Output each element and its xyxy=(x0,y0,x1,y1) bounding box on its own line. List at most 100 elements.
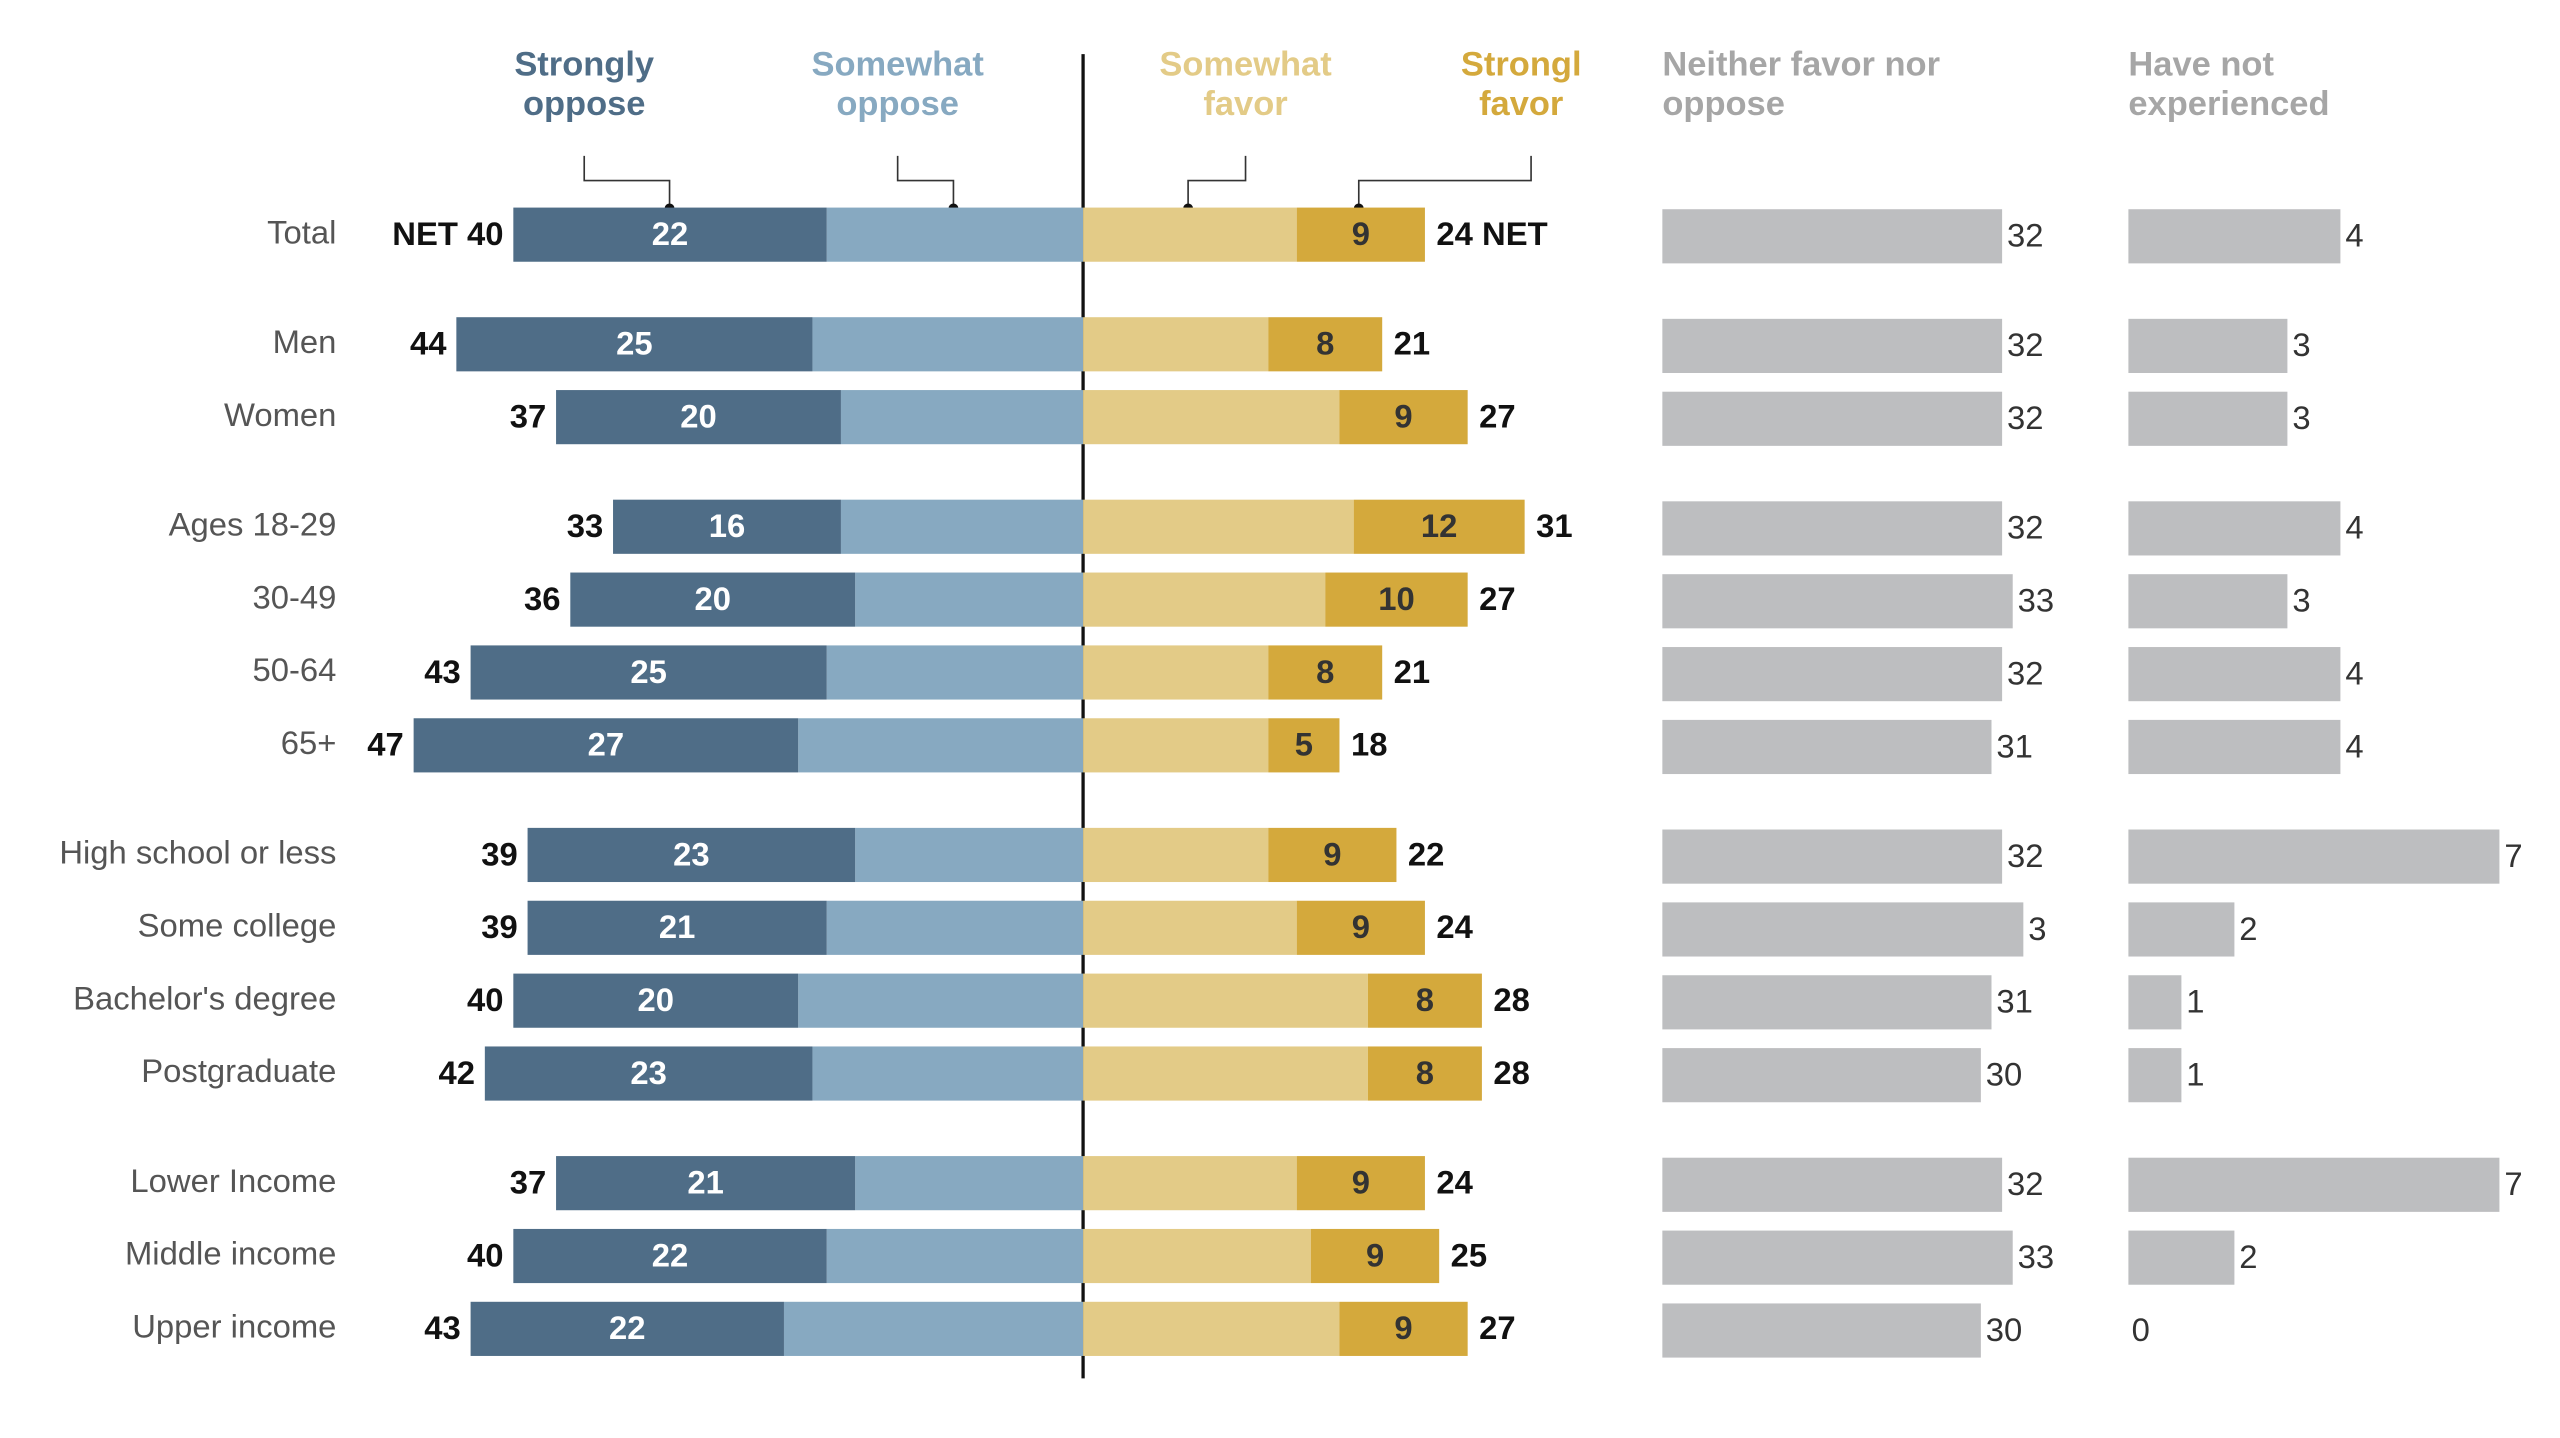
bar-strongly-oppose xyxy=(513,973,799,1028)
legend-label: Have not experienced xyxy=(2128,45,2330,124)
category-label: 65+ xyxy=(281,724,337,761)
value-label: 30 xyxy=(1986,1055,2022,1092)
value-label: 23 xyxy=(630,1054,666,1091)
net-label: 37 xyxy=(510,397,546,434)
bar-have-not xyxy=(2128,391,2288,446)
bar-somewhat-favor xyxy=(1083,645,1269,700)
value-label: 9 xyxy=(1394,1309,1412,1346)
bar-neither xyxy=(1662,902,2024,957)
value-label: 9 xyxy=(1323,835,1341,872)
bar-somewhat-oppose xyxy=(826,207,1084,262)
value-label: 4 xyxy=(2345,727,2363,764)
leader-line xyxy=(896,155,955,209)
bar-strongly-oppose xyxy=(513,1228,827,1284)
bar-somewhat-favor xyxy=(1083,1301,1340,1356)
legend-label: Somewhat favor xyxy=(1159,45,1332,124)
net-label: 27 xyxy=(1479,580,1515,617)
bar-strongly-oppose xyxy=(456,317,813,372)
value-label: 2 xyxy=(2239,1238,2257,1275)
value-label: 21 xyxy=(687,1163,723,1200)
value-label: 8 xyxy=(1416,1054,1434,1091)
net-label: 21 xyxy=(1394,653,1430,690)
net-label: 43 xyxy=(424,1309,460,1346)
bar-somewhat-favor xyxy=(1083,572,1326,627)
value-label: 10 xyxy=(1378,580,1414,617)
net-label: 36 xyxy=(524,580,560,617)
net-label: 25 xyxy=(1451,1236,1487,1273)
bar-have-not xyxy=(2128,829,2500,884)
bar-strongly-oppose xyxy=(513,207,827,262)
value-label: 21 xyxy=(659,908,695,945)
bar-have-not xyxy=(2128,318,2288,373)
value-label: 31 xyxy=(1996,983,2032,1020)
net-label: 31 xyxy=(1536,507,1572,544)
net-label: 47 xyxy=(367,726,403,763)
bar-strongly-favor xyxy=(1268,718,1340,773)
value-label: 32 xyxy=(2007,399,2043,436)
category-label: Postgraduate xyxy=(141,1052,336,1089)
bar-somewhat-favor xyxy=(1083,1228,1311,1284)
net-label: 24 NET xyxy=(1436,215,1547,252)
net-label: 42 xyxy=(439,1054,475,1091)
bar-neither xyxy=(1662,719,1992,775)
bar-have-not xyxy=(2128,574,2288,629)
bar-strongly-oppose xyxy=(613,499,841,554)
bar-have-not xyxy=(2128,209,2341,264)
value-label: 9 xyxy=(1394,397,1412,434)
bar-somewhat-favor xyxy=(1083,973,1368,1028)
value-label: 7 xyxy=(2504,837,2522,874)
bar-somewhat-oppose xyxy=(855,1156,1084,1211)
net-label: NET 40 xyxy=(392,215,503,252)
category-label: Upper income xyxy=(132,1308,336,1345)
value-label: 8 xyxy=(1316,325,1334,362)
bar-somewhat-oppose xyxy=(826,645,1084,700)
bar-somewhat-favor xyxy=(1083,718,1269,773)
bar-strongly-oppose xyxy=(527,827,856,883)
legend-entry: Have not experienced xyxy=(2128,45,2330,124)
bar-somewhat-favor xyxy=(1083,317,1269,372)
value-label: 32 xyxy=(2007,217,2043,254)
category-label: 50-64 xyxy=(253,651,337,688)
value-label: 27 xyxy=(588,726,624,763)
value-label: 32 xyxy=(2007,509,2043,546)
bar-neither xyxy=(1662,501,2003,556)
bar-somewhat-oppose xyxy=(855,572,1084,627)
value-label: 4 xyxy=(2345,654,2363,691)
net-label: 22 xyxy=(1408,835,1444,872)
bar-strongly-favor xyxy=(1268,645,1383,700)
net-label: 27 xyxy=(1479,1309,1515,1346)
bar-somewhat-favor xyxy=(1083,207,1297,262)
bar-neither xyxy=(1662,647,2003,702)
legend-entry: Strongly oppose xyxy=(514,45,655,124)
bar-strongly-oppose xyxy=(556,1156,856,1211)
value-label: 9 xyxy=(1352,1163,1370,1200)
bar-have-not xyxy=(2128,902,2235,957)
value-label: 9 xyxy=(1352,908,1370,945)
value-label: 5 xyxy=(1295,726,1313,763)
bar-somewhat-favor xyxy=(1083,390,1340,445)
legend-entry: Somewhat oppose xyxy=(811,46,983,123)
bar-strongly-oppose xyxy=(470,645,827,700)
legend-label: Strongly oppose xyxy=(514,45,655,124)
value-label: 25 xyxy=(616,325,652,362)
value-label: 3 xyxy=(2292,582,2310,619)
bar-somewhat-oppose xyxy=(855,827,1084,883)
value-label: 32 xyxy=(2007,326,2043,363)
category-label: Men xyxy=(273,323,337,360)
bar-have-not xyxy=(2128,1157,2500,1212)
bar-have-not xyxy=(2128,975,2182,1030)
category-label: Women xyxy=(224,396,336,433)
bar-somewhat-oppose xyxy=(826,1228,1084,1284)
bar-strongly-favor xyxy=(1296,900,1425,955)
bar-somewhat-oppose xyxy=(840,390,1084,445)
value-label: 25 xyxy=(630,653,666,690)
bar-strongly-oppose xyxy=(556,390,841,445)
category-label: Some college xyxy=(138,906,337,943)
bar-strongly-favor xyxy=(1325,572,1468,627)
net-label: 33 xyxy=(567,507,603,544)
category-label: High school or less xyxy=(59,834,336,871)
bar-somewhat-oppose xyxy=(812,1046,1084,1101)
bar-strongly-favor xyxy=(1268,827,1397,883)
bar-somewhat-favor xyxy=(1083,827,1269,883)
net-label: 24 xyxy=(1436,908,1473,945)
